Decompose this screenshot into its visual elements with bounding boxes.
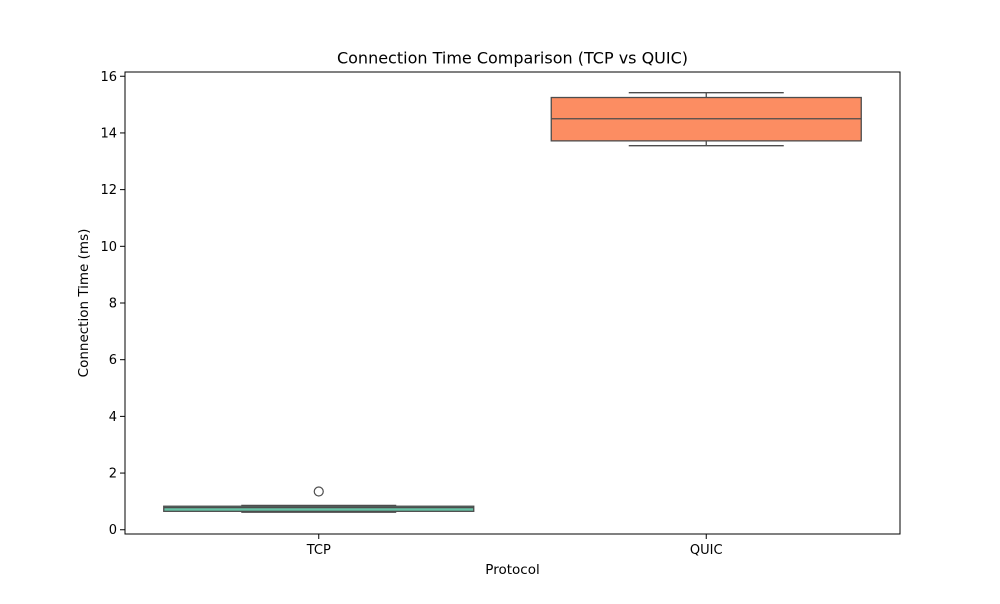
y-tick-label: 2 [109, 467, 117, 482]
y-tick-label: 4 [109, 410, 117, 425]
y-axis: 0 2 4 6 8 10 12 14 16 [100, 70, 125, 538]
y-tick-label: 10 [100, 240, 117, 255]
x-tick-label: TCP [306, 543, 331, 558]
chart-title: Connection Time Comparison (TCP vs QUIC) [337, 49, 688, 68]
y-tick-label: 16 [100, 70, 117, 85]
x-axis-label: Protocol [485, 562, 539, 578]
y-tick-label: 0 [109, 523, 117, 538]
tcp-outlier-point [313, 486, 324, 497]
y-tick-label: 8 [109, 297, 117, 312]
plot-area [163, 92, 862, 513]
tcp-box [163, 505, 475, 512]
y-tick-label: 14 [100, 126, 117, 141]
y-tick-label: 12 [100, 183, 117, 198]
y-tick-label: 6 [109, 353, 117, 368]
x-axis: TCP QUIC [306, 534, 723, 558]
x-tick-label: QUIC [690, 543, 723, 558]
y-axis-label: Connection Time (ms) [76, 229, 92, 378]
